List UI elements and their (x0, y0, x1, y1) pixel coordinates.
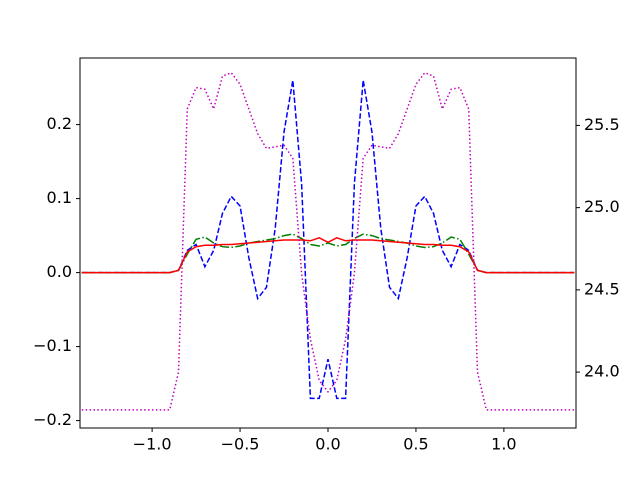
x-tick-label: −1.0 (133, 435, 172, 454)
y2-tick-label: 25.0 (584, 197, 620, 216)
x-tick-label: −0.5 (221, 435, 260, 454)
x-tick-label: 1.0 (491, 435, 516, 454)
y-tick-label: 0.1 (47, 188, 72, 207)
y-tick-label: −0.2 (33, 410, 72, 429)
series-line (81, 71, 575, 411)
y-tick-label: 0.2 (47, 114, 72, 133)
x-tick-label: 0.0 (315, 435, 340, 454)
y2-tick-label: 24.5 (584, 279, 620, 298)
y2-tick-label: 25.5 (584, 115, 620, 134)
y-tick-label: 0.0 (47, 262, 72, 281)
y2-tick-label: 24.0 (584, 362, 620, 381)
plot-lines (81, 71, 575, 411)
y-tick-label: −0.1 (33, 336, 72, 355)
series-line (81, 237, 575, 274)
x-tick-label: 0.5 (403, 435, 428, 454)
series-line (81, 233, 575, 274)
series-line (81, 80, 575, 400)
